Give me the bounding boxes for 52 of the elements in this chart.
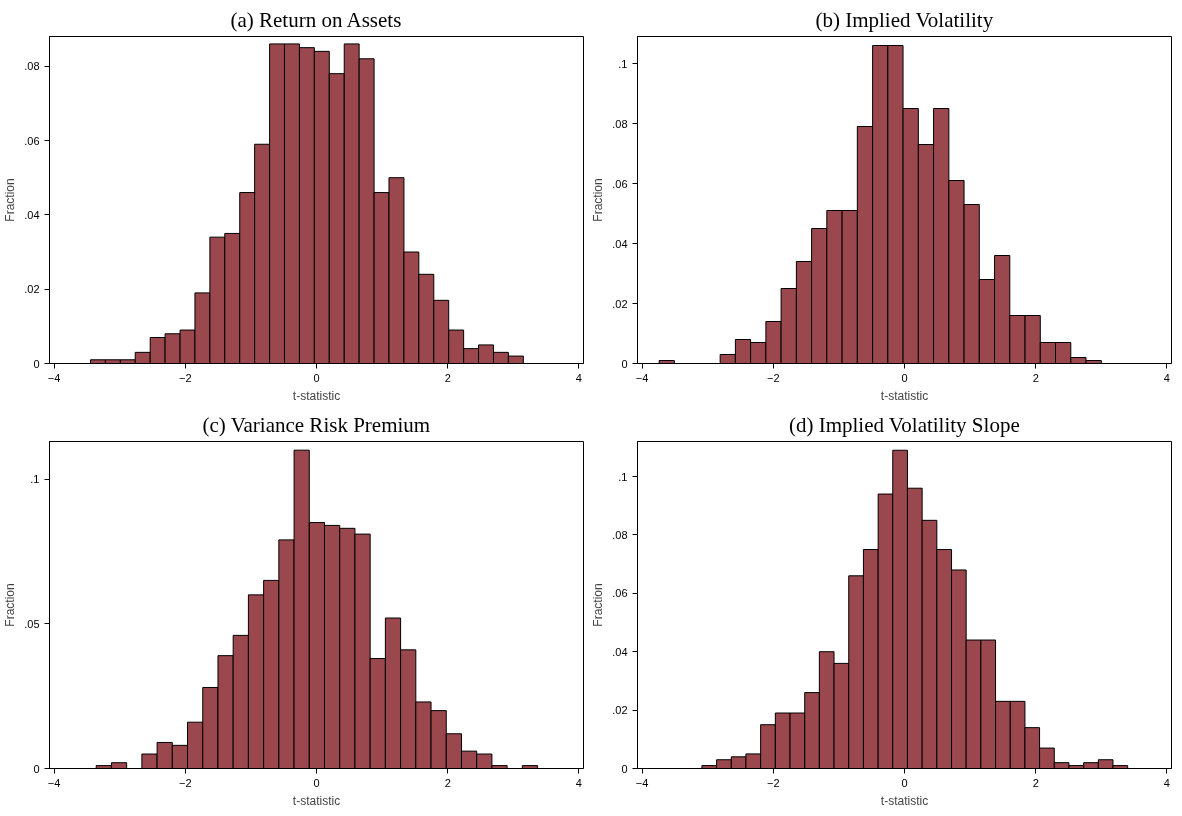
x-tick-label: −4	[47, 776, 61, 789]
x-tick-label: 4	[575, 776, 582, 789]
y-tick-label: .08	[24, 60, 40, 73]
y-tick-label: .02	[612, 704, 628, 717]
y-tick-label: .06	[24, 134, 40, 147]
y-axis-title: Fraction	[591, 583, 606, 627]
x-tick-label: 2	[444, 371, 451, 384]
chart-title: (c) Variance Risk Premium	[202, 412, 431, 437]
y-tick-label: .02	[612, 297, 628, 310]
x-tick-label: 0	[901, 371, 908, 384]
y-tick-label: .1	[618, 470, 628, 483]
x-tick-label: 0	[901, 776, 908, 789]
y-tick-label: .05	[24, 617, 40, 630]
y-tick-label: .06	[612, 177, 628, 190]
x-tick-label: −4	[635, 371, 649, 384]
y-tick-label: .04	[612, 237, 628, 250]
y-tick-label: .08	[612, 117, 628, 130]
y-tick-label: .04	[612, 645, 628, 658]
x-tick-label: 4	[1163, 371, 1170, 384]
y-tick-label: 0	[33, 762, 40, 775]
y-tick-label: 0	[621, 762, 628, 775]
chart-title: (b) Implied Volatility	[815, 7, 994, 32]
x-tick-label: −4	[635, 776, 649, 789]
y-axis-title: Fraction	[3, 178, 18, 222]
y-tick-label: .02	[24, 283, 40, 296]
x-axis-title: t-statistic	[880, 793, 929, 808]
x-tick-label: 2	[1032, 371, 1039, 384]
x-tick-label: 4	[575, 371, 582, 384]
x-tick-label: 4	[1163, 776, 1170, 789]
x-tick-label: −2	[767, 371, 780, 384]
y-axis-title: Fraction	[3, 583, 18, 627]
x-axis-title: t-statistic	[292, 388, 341, 403]
x-tick-label: 0	[313, 776, 320, 789]
x-tick-label: 2	[444, 776, 451, 789]
y-tick-label: .1	[30, 473, 40, 486]
x-tick-label: −2	[179, 776, 192, 789]
x-axis-title: t-statistic	[880, 388, 929, 403]
y-tick-label: 0	[621, 357, 628, 370]
x-tick-label: 2	[1032, 776, 1039, 789]
y-tick-label: .06	[612, 587, 628, 600]
chart-title: (a) Return on Assets	[230, 7, 402, 32]
y-tick-label: .04	[24, 208, 40, 221]
y-tick-label: .08	[612, 528, 628, 541]
x-tick-label: −4	[47, 371, 61, 384]
y-axis-title: Fraction	[591, 178, 606, 222]
chart-title: (d) Implied Volatility Slope	[788, 412, 1020, 437]
x-tick-label: −2	[767, 776, 780, 789]
y-tick-label: .1	[618, 57, 628, 70]
x-tick-label: 0	[313, 371, 320, 384]
x-tick-label: −2	[179, 371, 192, 384]
y-tick-label: 0	[33, 357, 40, 370]
x-axis-title: t-statistic	[292, 793, 341, 808]
